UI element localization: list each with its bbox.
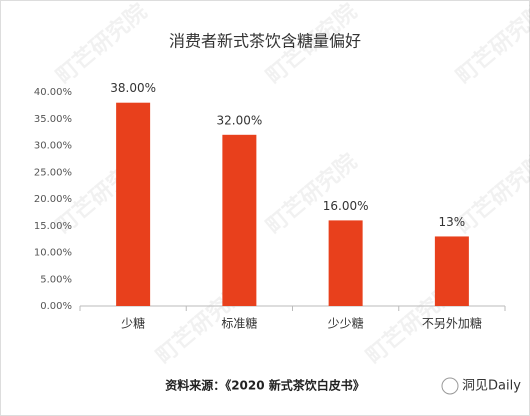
x-tick-label: 不另外加糖 [422,316,482,331]
value-label: 16.00% [323,199,369,213]
y-tick-label: 15.00% [34,221,72,232]
y-tick-label: 10.00% [34,248,72,259]
bar [328,220,363,306]
y-tick-label: 35.00% [34,114,72,125]
y-tick-label: 25.00% [34,167,72,178]
value-label: 13% [439,215,466,229]
x-tick-label: 标准糖 [221,316,257,331]
y-tick-label: 0.00% [40,301,72,312]
brand: 洞见Daily [462,379,521,394]
brand-icon [441,377,459,395]
y-tick-label: 40.00% [34,87,72,98]
chart-title: 消费者新式茶饮含糖量偏好 [169,32,361,51]
y-tick-label: 5.00% [40,274,72,285]
x-tick-label: 少糖 [121,316,145,331]
y-tick-label: 30.00% [34,141,72,152]
bar [434,236,469,306]
bar [222,134,257,306]
bar [116,102,151,306]
value-label: 32.00% [216,113,262,127]
x-tick-label: 少少糖 [328,316,364,331]
source-note: 资料来源：《2020 新式茶饮白皮书》 [165,378,365,393]
y-tick-label: 20.00% [34,194,72,205]
value-label: 38.00% [110,81,156,95]
